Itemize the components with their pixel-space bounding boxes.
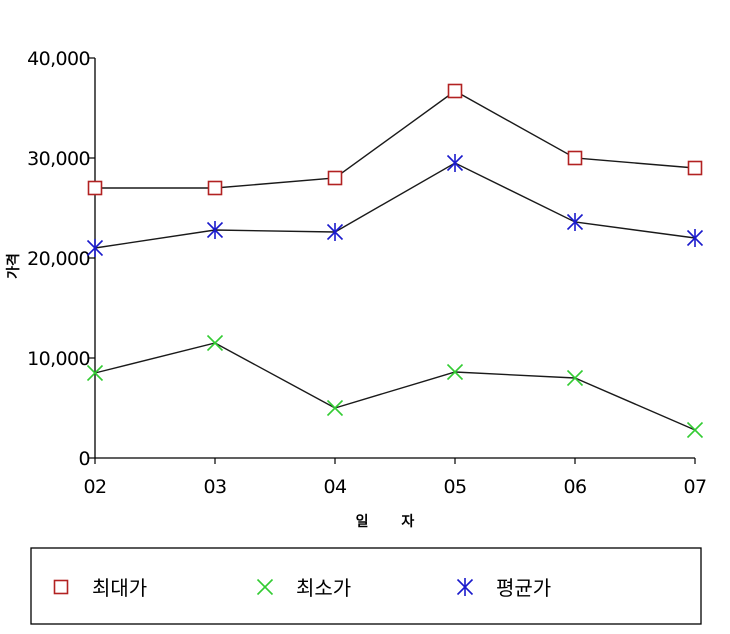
x-tick-label: 06 <box>564 476 587 498</box>
data-point <box>206 334 224 352</box>
data-point <box>326 223 344 241</box>
legend-square-marker-icon <box>53 579 69 595</box>
x-axis-title: 일 자 <box>356 514 429 530</box>
y-tick-label: 30,000 <box>27 148 90 170</box>
data-point <box>687 160 703 176</box>
x-tick-label: 04 <box>324 476 347 498</box>
x-tick-label: 07 <box>684 476 707 498</box>
data-point <box>326 399 344 417</box>
axis-titles: 일 자 가격 <box>5 253 429 530</box>
tick-labels: 0 10,000 20,000 30,000 40,000 02 03 04 05 06 07 <box>27 48 707 498</box>
data-point <box>686 421 704 439</box>
y-tick-label: 0 <box>79 448 91 470</box>
legend-label: 평균가 <box>496 576 551 600</box>
axes <box>89 57 696 464</box>
series-group <box>86 83 704 439</box>
x-tick-label: 03 <box>204 476 227 498</box>
data-point <box>566 213 584 231</box>
data-point <box>86 364 104 382</box>
y-tick-label: 10,000 <box>27 348 90 370</box>
y-axis-title: 가격 <box>5 253 22 279</box>
data-point <box>567 150 583 166</box>
series-asterisk <box>86 154 704 257</box>
legend-label: 최소가 <box>296 576 351 600</box>
series-square <box>87 83 703 196</box>
data-point <box>86 239 104 257</box>
data-point <box>686 229 704 247</box>
x-tick-label: 02 <box>84 476 107 498</box>
series-x <box>86 334 704 439</box>
data-point <box>446 363 464 381</box>
data-point <box>206 221 224 239</box>
x-tick-label: 05 <box>444 476 467 498</box>
legend-label: 최대가 <box>92 576 147 600</box>
legend-box <box>30 547 702 625</box>
data-point <box>207 180 223 196</box>
data-point <box>87 180 103 196</box>
data-point <box>566 369 584 387</box>
y-tick-label: 40,000 <box>27 48 90 70</box>
legend: 최대가 최소가 평균가 <box>30 547 702 625</box>
series-line <box>95 90 696 189</box>
legend-x-marker-icon <box>256 578 274 596</box>
data-point <box>327 170 343 186</box>
data-point <box>447 83 463 99</box>
y-tick-label: 20,000 <box>27 248 90 270</box>
series-line <box>94 342 696 431</box>
series-line <box>94 162 696 249</box>
data-point <box>446 154 464 172</box>
legend-asterisk-marker-icon <box>456 578 474 596</box>
